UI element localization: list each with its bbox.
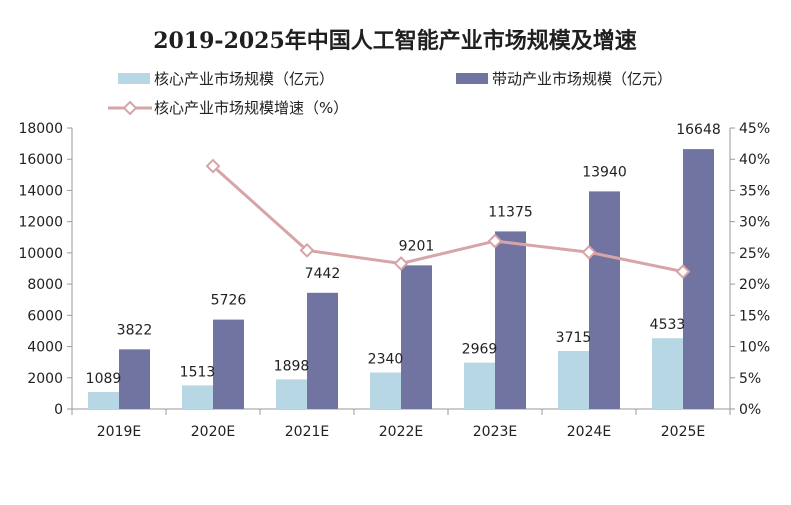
growth-series-line [211, 164, 684, 274]
legend-label-growth: 核心产业市场规模增速（%） [154, 99, 348, 117]
y-left-tick-label: 0 [54, 402, 63, 418]
legend-swatch-core [118, 73, 150, 84]
bar-core [182, 385, 213, 409]
data-label-driven: 11375 [488, 204, 533, 220]
legend-label-driven: 带动产业市场规模（亿元） [492, 70, 672, 88]
y-left-tick-label: 12000 [18, 215, 63, 231]
bar-driven [401, 265, 432, 409]
data-label-driven: 16648 [676, 122, 721, 138]
data-label-driven: 7442 [305, 266, 341, 282]
x-tick-label: 2020E [191, 424, 235, 440]
legend-label-core: 核心产业市场规模（亿元） [154, 70, 334, 88]
y-right-tick-label: 15% [739, 308, 770, 324]
y-right-tick-label: 25% [739, 246, 770, 262]
growth-point [393, 256, 409, 271]
legend-marker-growth [122, 100, 138, 116]
y-left-tick-label: 4000 [27, 340, 63, 356]
bar-core [276, 379, 307, 409]
growth-point [581, 244, 597, 260]
data-label-core: 1898 [274, 358, 310, 374]
y-left-tick-label: 10000 [18, 246, 63, 262]
growth-point [299, 242, 315, 258]
y-right-tick-label: 30% [739, 215, 770, 231]
data-label-driven: 5726 [211, 293, 247, 309]
legend-swatch-driven [456, 73, 488, 84]
bar-driven [589, 191, 620, 409]
bar-core [558, 351, 589, 409]
chart-title: 2019-2025年中国人工智能产业市场规模及增速 [153, 28, 637, 54]
data-label-core: 2969 [462, 342, 498, 358]
y-right-tick-label: 40% [739, 152, 770, 168]
data-label-core: 4533 [650, 317, 686, 333]
data-labels: 1089 3822 1513 5726 1898 7442 2340 9201 2969 1137… [86, 122, 721, 387]
x-tick-label: 2021E [285, 424, 329, 440]
growth-line [205, 158, 691, 280]
x-tick-label: 2025E [661, 424, 705, 440]
bar-core [464, 362, 495, 409]
data-label-driven: 3822 [117, 322, 153, 338]
bar-driven [213, 319, 244, 409]
data-label-driven: 9201 [399, 238, 435, 254]
data-label-core: 2340 [368, 351, 404, 367]
bars [88, 149, 714, 410]
axes: 0 2000 4000 6000 8000 10000 12000 14000 16000 180… [18, 121, 770, 440]
bar-core [652, 338, 683, 409]
data-label-core: 1513 [180, 364, 216, 380]
data-label-core: 3715 [556, 330, 592, 346]
y-left-tick-label: 14000 [18, 183, 63, 199]
legend: 核心产业市场规模（亿元） 带动产业市场规模（亿元） 核心产业市场规模增速（%） [108, 70, 672, 117]
x-tick-label: 2019E [97, 424, 141, 440]
growth-point [205, 158, 221, 174]
y-left-tick-label: 8000 [27, 277, 63, 293]
growth-point [675, 264, 691, 280]
y-right-tick-label: 5% [739, 371, 761, 387]
bar-driven [495, 231, 526, 409]
data-label-driven: 13940 [582, 164, 627, 180]
y-left-tick-label: 6000 [27, 308, 63, 324]
bar-driven [119, 349, 150, 409]
x-tick-label: 2023E [473, 424, 517, 440]
x-tick-label: 2022E [379, 424, 423, 440]
y-right-tick-label: 10% [739, 340, 770, 356]
growth-point [487, 233, 503, 249]
y-left-tick-label: 18000 [18, 121, 63, 137]
y-right-tick-label: 20% [739, 277, 770, 293]
bar-driven [683, 149, 714, 410]
y-left-tick-label: 2000 [27, 371, 63, 387]
y-left-tick-label: 16000 [18, 152, 63, 168]
bar-driven [307, 292, 338, 409]
x-tick-label: 2024E [567, 424, 611, 440]
y-right-tick-label: 45% [739, 121, 770, 137]
bar-core [370, 372, 401, 409]
data-label-core: 1089 [86, 371, 122, 387]
y-right-tick-label: 0% [739, 402, 761, 418]
y-right-tick-label: 35% [739, 183, 770, 199]
bar-core [88, 391, 119, 409]
